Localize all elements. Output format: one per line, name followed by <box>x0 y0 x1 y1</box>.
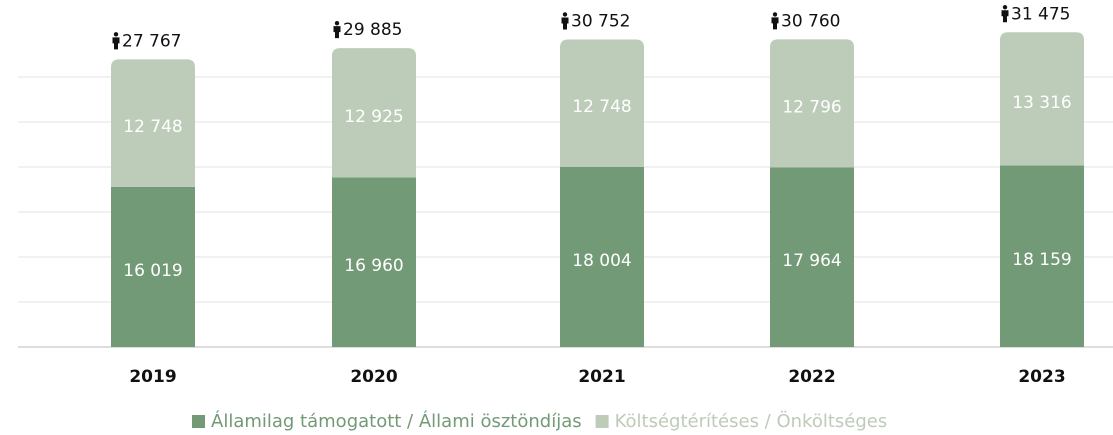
total-label: 29 885 <box>343 20 402 40</box>
bar-segment <box>560 166 644 347</box>
value-label: 16 960 <box>344 256 403 276</box>
x-tick-label: 2023 <box>1018 367 1065 387</box>
value-label: 12 796 <box>782 97 841 117</box>
icon-head <box>113 32 119 37</box>
total-icon <box>771 12 779 30</box>
bar-segment <box>1000 32 1084 166</box>
total-label: 27 767 <box>122 31 181 51</box>
bar-segment <box>560 39 644 167</box>
legend-label: Költségtérítéses / Önköltséges <box>615 410 888 432</box>
total-label: 30 760 <box>781 11 840 31</box>
bar-segment <box>111 186 195 347</box>
x-tick-label: 2020 <box>350 367 397 387</box>
icon-body <box>1001 10 1009 23</box>
value-label: 17 964 <box>782 251 841 271</box>
legend-label: Államilag támogatott / Állami ösztöndíja… <box>211 410 582 432</box>
x-tick-label: 2019 <box>129 367 176 387</box>
value-label: 12 748 <box>572 97 631 117</box>
legend-swatch <box>595 415 609 428</box>
value-label: 13 316 <box>1012 93 1071 113</box>
x-tick-label: 2022 <box>788 367 835 387</box>
bar-segment <box>1000 165 1084 347</box>
bar-segment <box>770 39 854 168</box>
total-icon <box>561 12 569 30</box>
value-label: 12 748 <box>123 117 182 137</box>
icon-body <box>771 17 779 30</box>
icon-body <box>561 17 569 30</box>
bar-segment <box>332 177 416 347</box>
value-label: 12 925 <box>344 107 403 127</box>
value-label: 18 159 <box>1012 250 1071 270</box>
total-icon <box>112 32 120 50</box>
total-label: 31 475 <box>1011 4 1070 24</box>
icon-head <box>562 12 568 17</box>
icon-head <box>334 20 340 26</box>
bar-segment <box>111 59 195 187</box>
value-label: 18 004 <box>572 251 631 271</box>
bar-segment <box>770 167 854 347</box>
icon-head <box>772 12 778 17</box>
x-tick-label: 2021 <box>578 367 625 387</box>
total-label: 30 752 <box>571 11 630 31</box>
total-icon <box>333 20 341 39</box>
bar-segment <box>332 48 416 178</box>
total-icon <box>1001 5 1009 23</box>
icon-body <box>333 26 341 39</box>
legend-swatch <box>192 415 205 428</box>
icon-head <box>1002 5 1008 10</box>
value-label: 16 019 <box>123 261 182 281</box>
icon-body <box>112 37 120 50</box>
